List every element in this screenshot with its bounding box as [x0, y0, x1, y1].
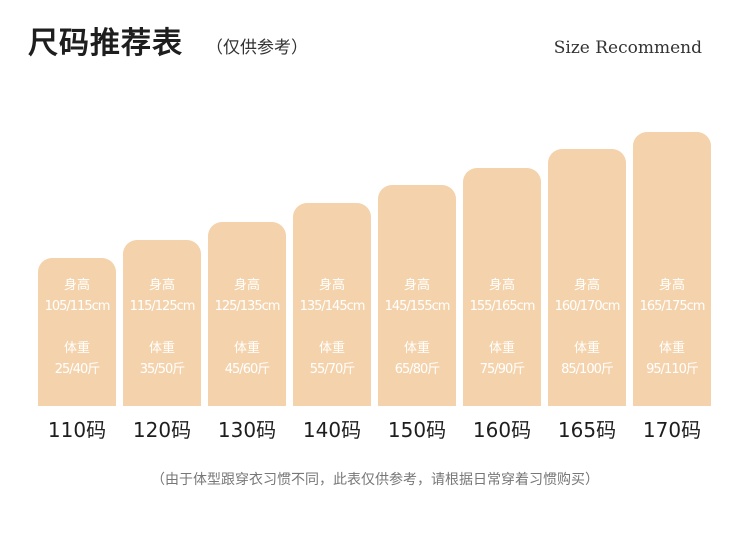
spacer: [463, 317, 541, 338]
size-label: 170码: [642, 418, 702, 442]
height-label: 身高: [63, 278, 90, 293]
height-label: 身高: [488, 278, 515, 293]
bar-info: 身高 155/165cm 体重 75/90斤: [463, 275, 541, 380]
bar-info: 身高 160/170cm 体重 85/100斤: [548, 275, 626, 380]
spacer: [548, 317, 626, 338]
bar-info: 身高 115/125cm 体重 35/50斤: [123, 275, 201, 380]
height-range: 135/145cm: [299, 299, 366, 314]
height-range: 160/170cm: [554, 299, 621, 314]
spacer: [378, 317, 456, 338]
size-bar: 身高 155/165cm 体重 75/90斤: [463, 168, 541, 406]
bar-info: 身高 145/155cm 体重 65/80斤: [378, 275, 456, 380]
size-bar: 身高 165/175cm 体重 95/110斤: [633, 132, 711, 406]
size-label: 130码: [217, 418, 277, 442]
height-label: 身高: [403, 278, 430, 293]
weight-label: 体重: [63, 341, 90, 356]
spacer: [123, 317, 201, 338]
weight-range: 35/50斤: [139, 362, 185, 377]
spacer: [38, 317, 116, 338]
size-bar: 身高 135/145cm 体重 55/70斤: [293, 203, 371, 406]
size-label: 120码: [132, 418, 192, 442]
size-bar: 身高 115/125cm 体重 35/50斤: [123, 240, 201, 406]
height-range: 155/165cm: [469, 299, 536, 314]
size-label: 110码: [47, 418, 107, 442]
weight-label: 体重: [318, 341, 345, 356]
weight-range: 95/110斤: [646, 362, 699, 377]
weight-label: 体重: [573, 341, 600, 356]
height-range: 145/155cm: [384, 299, 451, 314]
footnote: （由于体型跟穿衣习惯不同，此表仅供参考，请根据日常穿着习惯购买）: [151, 472, 599, 488]
size-bar: 身高 160/170cm 体重 85/100斤: [548, 149, 626, 406]
height-range: 165/175cm: [639, 299, 706, 314]
weight-range: 75/90斤: [479, 362, 525, 377]
page-subtitle: （仅供参考）: [206, 38, 308, 58]
weight-label: 体重: [403, 341, 430, 356]
weight-range: 55/70斤: [309, 362, 355, 377]
size-label: 140码: [302, 418, 362, 442]
size-label: 165码: [557, 418, 617, 442]
height-label: 身高: [318, 278, 345, 293]
size-label: 160码: [472, 418, 532, 442]
weight-range: 65/80斤: [394, 362, 440, 377]
weight-range: 25/40斤: [54, 362, 100, 377]
bar-info: 身高 135/145cm 体重 55/70斤: [293, 275, 371, 380]
height-label: 身高: [148, 278, 175, 293]
height-range: 105/115cm: [44, 299, 111, 314]
bar-info: 身高 125/135cm 体重 45/60斤: [208, 275, 286, 380]
height-range: 125/135cm: [214, 299, 281, 314]
spacer: [633, 317, 711, 338]
height-label: 身高: [658, 278, 685, 293]
weight-label: 体重: [488, 341, 515, 356]
spacer: [208, 317, 286, 338]
english-title: Size Recommend: [553, 38, 702, 58]
height-label: 身高: [573, 278, 600, 293]
page-title: 尺码推荐表: [28, 26, 183, 61]
bar-info: 身高 165/175cm 体重 95/110斤: [633, 275, 711, 380]
bar-info: 身高 105/115cm 体重 25/40斤: [38, 275, 116, 380]
size-label: 150码: [387, 418, 447, 442]
weight-range: 85/100斤: [561, 362, 614, 377]
size-bar: 身高 145/155cm 体重 65/80斤: [378, 185, 456, 406]
weight-label: 体重: [658, 341, 685, 356]
weight-label: 体重: [233, 341, 260, 356]
weight-range: 45/60斤: [224, 362, 270, 377]
size-bar: 身高 125/135cm 体重 45/60斤: [208, 222, 286, 406]
height-label: 身高: [233, 278, 260, 293]
size-bar: 身高 105/115cm 体重 25/40斤: [38, 258, 116, 406]
spacer: [293, 317, 371, 338]
weight-label: 体重: [148, 341, 175, 356]
height-range: 115/125cm: [129, 299, 196, 314]
